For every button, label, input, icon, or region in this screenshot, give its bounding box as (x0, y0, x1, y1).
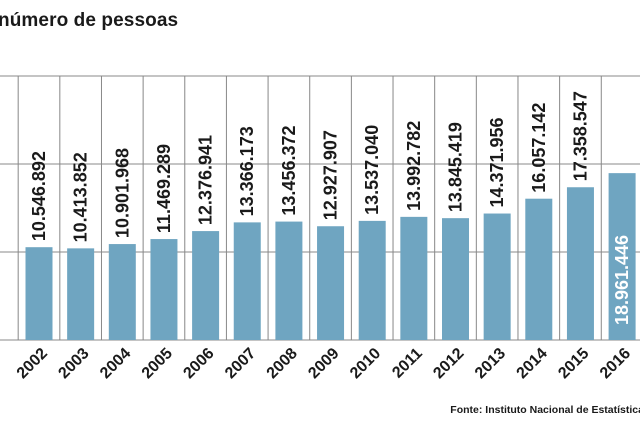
x-tick-label: 2015 (555, 345, 592, 382)
x-tick-label: 2010 (347, 345, 384, 382)
bar-2010 (358, 220, 386, 340)
bar-2002 (25, 247, 53, 340)
x-tick-label: 2009 (305, 345, 342, 382)
bar-2016 (608, 173, 636, 340)
x-tick-label: 2012 (430, 345, 467, 382)
data-label: 13.456.372 (279, 125, 299, 215)
bar-2012 (442, 218, 469, 340)
x-tick-label: 2011 (389, 345, 426, 382)
data-label: 12.376.941 (196, 135, 216, 225)
bar-2014 (525, 198, 553, 340)
data-label: 12.927.907 (321, 130, 341, 220)
bar-2009 (317, 226, 345, 340)
x-tick-label: 2014 (514, 345, 551, 382)
data-label: 16.057.142 (529, 103, 549, 193)
data-label: 18.961.446 (612, 235, 632, 325)
bar-2003 (67, 248, 95, 340)
data-label: 10.901.968 (112, 148, 132, 238)
x-tick-label: 2005 (139, 345, 176, 382)
data-label: 13.845.419 (446, 122, 466, 212)
x-tick-label: 2016 (597, 345, 634, 382)
bar-2005 (150, 239, 178, 340)
data-label: 11.469.289 (154, 144, 174, 233)
bar-2006 (192, 231, 220, 340)
x-tick-label: 2013 (472, 345, 509, 382)
bar-2008 (275, 221, 303, 340)
data-label: 10.546.892 (29, 151, 49, 241)
bar-2007 (233, 222, 261, 340)
x-tick-label: 2006 (180, 345, 217, 382)
bar-layer (25, 173, 636, 340)
chart-source: Fonte: Instituto Nacional de Estatística (450, 404, 640, 416)
label-layer: 10.546.892 10.413.852 10.901.968 11.469.289… (29, 91, 632, 325)
bar-2013 (483, 213, 511, 340)
data-label: 13.992.782 (404, 121, 424, 211)
x-tick-label: 2008 (264, 345, 301, 382)
bar-2004 (108, 244, 136, 340)
data-label: 13.366.173 (237, 126, 257, 216)
bar-2011 (400, 216, 428, 340)
x-tick-label: 2002 (14, 345, 51, 382)
chart-title: número de pessoas (0, 10, 179, 31)
data-label: 10.413.852 (71, 152, 91, 242)
x-tick-label: 2003 (55, 345, 92, 382)
data-label: 13.537.040 (362, 125, 382, 215)
data-label: 14.371.956 (487, 117, 507, 207)
tick-layer: 2002 2003 2004 2005 2006 2007 2008 2009 2010 2011… (14, 345, 640, 382)
data-label: 17.358.547 (570, 91, 590, 181)
bar-2015 (566, 187, 594, 340)
x-tick-label: 2007 (222, 345, 259, 382)
x-tick-label: 2004 (97, 345, 134, 382)
